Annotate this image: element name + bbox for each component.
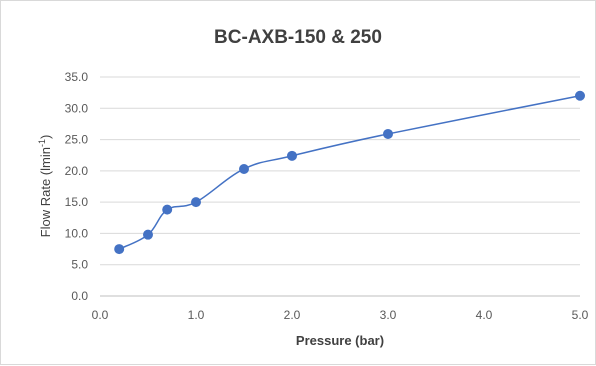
gridlines bbox=[100, 76, 580, 297]
data-point bbox=[143, 229, 153, 240]
series-group bbox=[114, 90, 585, 255]
x-tick-label: 5.0 bbox=[572, 308, 589, 322]
data-point bbox=[575, 90, 585, 101]
x-tick-label: 0.0 bbox=[92, 308, 109, 322]
x-tick-labels: 0.0 1.0 2.0 3.0 4.0 5.0 bbox=[92, 308, 589, 322]
x-tick-label: 3.0 bbox=[380, 308, 397, 322]
y-tick-label: 35.0 bbox=[65, 70, 89, 84]
x-axis-title: Pressure (bar) bbox=[295, 333, 385, 348]
x-tick-label: 4.0 bbox=[476, 308, 493, 322]
y-tick-label: 30.0 bbox=[65, 101, 89, 115]
data-point bbox=[383, 128, 393, 139]
y-tick-label: 0.0 bbox=[71, 289, 88, 303]
y-tick-label: 25.0 bbox=[65, 133, 89, 147]
y-tick-label: 15.0 bbox=[65, 195, 89, 209]
data-point bbox=[239, 163, 249, 174]
data-point bbox=[287, 150, 297, 161]
series-line bbox=[118, 95, 581, 250]
y-tick-label: 10.0 bbox=[65, 226, 89, 240]
y-tick-label: 5.0 bbox=[71, 258, 88, 272]
data-point bbox=[114, 244, 125, 255]
y-tick-labels: 0.0 5.0 10.0 15.0 20.0 25.0 30.0 35.0 bbox=[65, 70, 89, 303]
data-point bbox=[191, 197, 201, 208]
chart-title: BC-AXB-150 & 250 bbox=[214, 27, 382, 48]
data-point bbox=[162, 204, 173, 215]
x-tick-label: 2.0 bbox=[284, 308, 301, 322]
y-tick-label: 20.0 bbox=[65, 164, 89, 178]
x-tick-label: 1.0 bbox=[188, 308, 205, 322]
